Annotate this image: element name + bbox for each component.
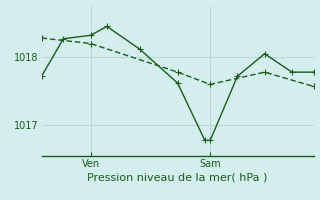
X-axis label: Pression niveau de la mer( hPa ): Pression niveau de la mer( hPa ): [87, 173, 268, 183]
